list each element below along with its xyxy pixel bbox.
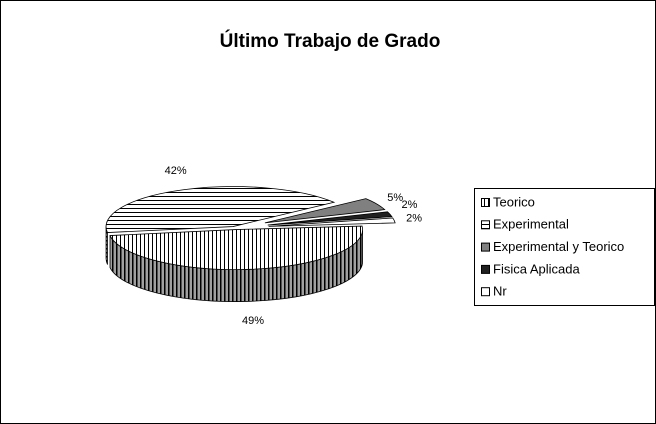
- data-label: 49%: [242, 315, 264, 327]
- data-label: 42%: [165, 165, 187, 177]
- legend-swatch: [481, 220, 490, 230]
- slice: [267, 211, 393, 226]
- legend-label: Nr: [493, 284, 507, 299]
- data-label: 2%: [406, 213, 422, 225]
- legend-swatch: [481, 264, 490, 274]
- slice: [268, 217, 396, 227]
- slice: [105, 186, 336, 233]
- data-label: 2%: [402, 199, 418, 211]
- legend-swatch: [481, 198, 490, 207]
- legend-label: Teorico: [493, 194, 535, 209]
- chart-title: Último Trabajo de Grado: [220, 30, 441, 52]
- legend-label: Fisica Aplicada: [493, 261, 580, 276]
- legend-label: Experimental y Teorico: [493, 239, 624, 254]
- legend-swatch: [481, 242, 490, 252]
- data-label: 5%: [387, 192, 403, 204]
- slice: [264, 198, 386, 224]
- legend-label: Experimental: [493, 217, 569, 232]
- legend-swatch: [481, 287, 490, 297]
- slice: [109, 225, 363, 270]
- legend-box: [474, 188, 655, 306]
